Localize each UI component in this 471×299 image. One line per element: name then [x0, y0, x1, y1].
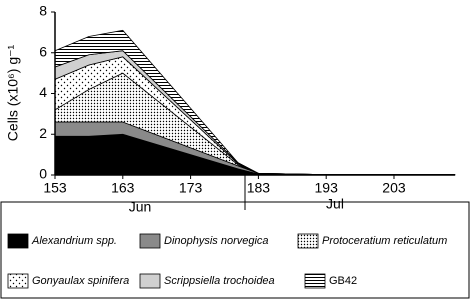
legend-label: Dinophysis norvegica: [164, 235, 269, 247]
month-label: Jun: [129, 199, 152, 215]
legend-swatch: [304, 273, 326, 289]
y-tick-label: 8: [39, 3, 47, 19]
legend-label: Alexandrium spp.: [31, 235, 117, 247]
legend-swatch: [139, 273, 161, 289]
legend-label: Protoceratium reticulatum: [322, 235, 447, 247]
x-tick-label: 183: [247, 180, 271, 196]
area: [54, 133, 456, 176]
legend-swatch: [7, 273, 29, 289]
y-tick-label: 2: [39, 125, 47, 141]
legend-swatch: [139, 233, 161, 249]
legend-swatch: [7, 233, 29, 249]
legend-label: GB42: [329, 275, 357, 287]
y-tick-label: 0: [39, 166, 47, 182]
y-tick-label: 6: [39, 43, 47, 59]
x-tick-label: 153: [43, 180, 67, 196]
x-tick-label: 203: [382, 180, 406, 196]
legend-box: [0, 201, 470, 299]
legend-label: Gonyaulax spinifera: [32, 275, 129, 287]
y-tick-label: 4: [39, 84, 47, 100]
x-tick-label: 173: [179, 180, 203, 196]
month-label: Jul: [326, 196, 344, 212]
y-axis-title: Cells (x10⁶) g⁻¹: [5, 44, 21, 141]
legend-swatch: [297, 233, 319, 249]
legend-label: Scrippsiella trochoidea: [164, 275, 275, 287]
x-tick-label: 163: [111, 180, 135, 196]
x-tick-label: 193: [315, 180, 339, 196]
